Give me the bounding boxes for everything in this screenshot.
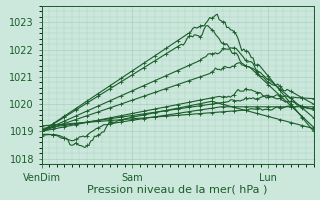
X-axis label: Pression niveau de la mer( hPa ): Pression niveau de la mer( hPa ) bbox=[87, 184, 268, 194]
